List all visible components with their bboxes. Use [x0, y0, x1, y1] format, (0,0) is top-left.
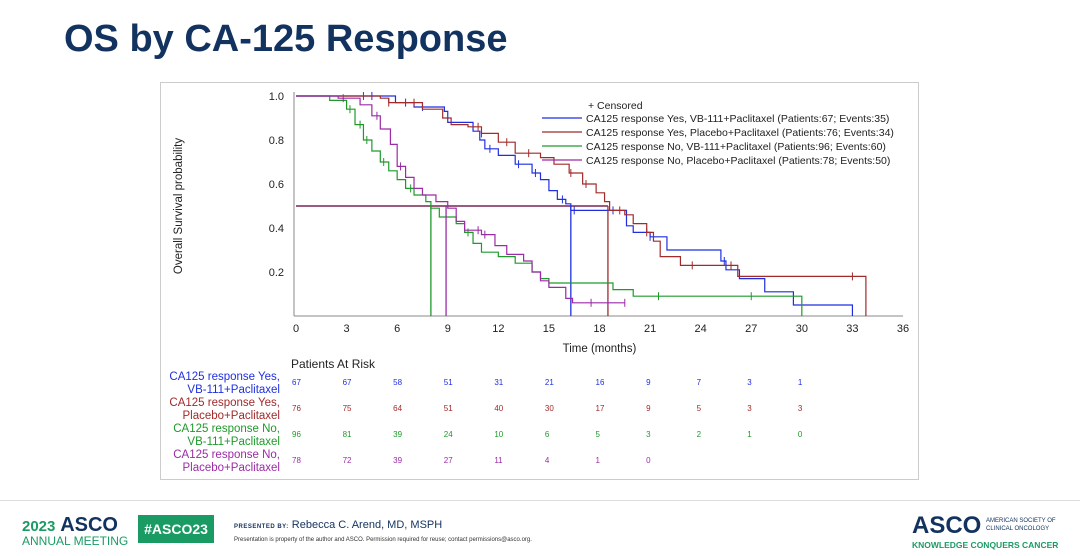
risk-value: 11 — [494, 456, 503, 465]
x-tick-label: 3 — [344, 323, 350, 335]
hashtag-badge: #ASCO23 — [138, 515, 214, 543]
x-tick-label: 24 — [695, 323, 707, 335]
risk-value: 3 — [747, 404, 752, 413]
risk-row-label-line: CA125 response Yes, — [169, 371, 280, 383]
risk-value: 78 — [292, 456, 301, 465]
x-tick-label: 36 — [897, 323, 909, 335]
risk-row-label-line: CA125 response Yes, — [169, 397, 280, 409]
risk-value: 75 — [342, 404, 352, 413]
slide-title: OS by CA-125 Response — [64, 18, 508, 60]
footer-divider — [0, 500, 1080, 501]
chart-panel — [160, 82, 919, 480]
risk-value: 3 — [797, 404, 803, 413]
km-curve-series-0 — [296, 95, 854, 316]
risk-value: 9 — [646, 404, 651, 413]
risk-row-label: CA125 response Yes, Placebo+Paclitaxel — [160, 397, 280, 423]
risk-value: 67 — [292, 378, 301, 387]
risk-row-label: CA125 response Yes, VB-111+Paclitaxel — [160, 371, 280, 397]
asco-logo: ASCO — [912, 512, 982, 539]
risk-value: 17 — [595, 404, 605, 413]
tagline: KNOWLEDGE CONQUERS CANCER — [912, 540, 1059, 550]
risk-table-title: Patients At Risk — [291, 357, 376, 371]
x-tick-label: 9 — [445, 323, 451, 335]
risk-value: 51 — [443, 378, 453, 387]
x-tick-label: 21 — [644, 323, 656, 335]
y-tick-label: 0.4 — [269, 223, 284, 235]
risk-value: 5 — [595, 430, 600, 439]
risk-value: 3 — [646, 430, 651, 439]
risk-value: 40 — [494, 404, 504, 413]
risk-value: 76 — [292, 404, 301, 413]
meeting-sub: ANNUAL MEETING — [22, 534, 129, 548]
risk-value: 4 — [544, 456, 550, 465]
meeting-brand: ASCO — [60, 514, 118, 536]
y-tick-label: 0.6 — [269, 179, 284, 191]
risk-value: 64 — [393, 404, 403, 413]
risk-value: 6 — [544, 430, 550, 439]
risk-value: 16 — [595, 378, 605, 387]
x-tick-label: 30 — [796, 323, 808, 335]
risk-value: 31 — [494, 378, 504, 387]
legend-entry: CA125 response No, Placebo+Paclitaxel (P… — [586, 155, 890, 167]
risk-value: 3 — [747, 378, 752, 387]
y-tick-label: 0.8 — [269, 135, 284, 147]
km-chart: 0 3 6 9 12 15 18 21 24 27 30 33 360.20.40.60.81.0Tim… — [173, 91, 909, 355]
risk-value: 67 — [342, 378, 352, 387]
y-tick-label: 1.0 — [269, 91, 284, 103]
y-axis-label: Overall Survival probability — [173, 138, 185, 274]
presented-by-label: PRESENTED BY: — [234, 524, 289, 530]
x-tick-label: 18 — [593, 323, 605, 335]
risk-value: 72 — [342, 456, 352, 465]
risk-row-label-line: VB-111+Paclitaxel — [187, 436, 280, 448]
disclaimer: Presentation is property of the author a… — [234, 537, 532, 543]
legend-entry: CA125 response Yes, VB-111+Paclitaxel (P… — [586, 113, 889, 125]
risk-value: 39 — [393, 456, 403, 465]
km-curve-series-2 — [296, 95, 803, 316]
risk-value: 1 — [797, 378, 803, 387]
presenter-name: Rebecca C. Arend, MD, MSPH — [291, 519, 443, 531]
logo-sub-2: CLINICAL ONCOLOGY — [986, 526, 1050, 532]
risk-row-label-line: Placebo+Paclitaxel — [182, 410, 281, 422]
risk-value: 21 — [544, 378, 554, 387]
risk-value: 51 — [443, 404, 453, 413]
meeting-year: 2023 — [22, 518, 56, 535]
risk-value: 24 — [443, 430, 453, 439]
risk-value: 27 — [443, 456, 453, 465]
risk-row-label-line: Placebo+Paclitaxel — [182, 462, 281, 474]
legend-entry: CA125 response Yes, Placebo+Paclitaxel (… — [586, 127, 894, 139]
risk-value: 5 — [696, 404, 702, 413]
risk-value: 81 — [342, 430, 352, 439]
y-tick-label: 0.2 — [269, 267, 284, 279]
risk-value: 0 — [646, 456, 651, 465]
risk-value: 7 — [696, 378, 702, 387]
risk-value: 9 — [646, 378, 651, 387]
x-tick-label: 0 — [293, 323, 299, 335]
x-tick-label: 15 — [543, 323, 555, 335]
meeting-logo: 2023 ASCO — [22, 514, 118, 537]
risk-row-label-line: VB-111+Paclitaxel — [187, 384, 280, 396]
risk-row-label: CA125 response No, Placebo+Paclitaxel — [160, 449, 280, 475]
risk-value: 2 — [696, 430, 702, 439]
risk-value: 39 — [393, 430, 403, 439]
legend-entry: CA125 response No, VB-111+Paclitaxel (Pa… — [586, 141, 886, 153]
x-tick-label: 12 — [492, 323, 504, 335]
risk-value: 96 — [292, 430, 301, 439]
risk-row-label: CA125 response No, VB-111+Paclitaxel — [160, 423, 280, 449]
risk-value: 10 — [494, 430, 504, 439]
x-tick-label: 6 — [394, 323, 400, 335]
x-axis-label: Time (months) — [563, 343, 637, 355]
risk-value: 1 — [595, 456, 600, 465]
x-tick-label: 33 — [846, 323, 858, 335]
risk-value: 30 — [544, 404, 554, 413]
legend-censored: + Censored — [588, 100, 643, 112]
risk-row-label-line: CA125 response No, — [173, 423, 280, 435]
risk-row-label-line: CA125 response No, — [173, 449, 280, 461]
x-tick-label: 27 — [745, 323, 757, 335]
km-curve-series-3 — [296, 95, 625, 304]
logo-sub-1: AMERICAN SOCIETY OF — [986, 518, 1056, 524]
risk-value: 58 — [393, 378, 403, 387]
risk-value: 0 — [797, 430, 803, 439]
risk-value: 1 — [747, 430, 752, 439]
km-curve-series-1 — [296, 95, 867, 316]
